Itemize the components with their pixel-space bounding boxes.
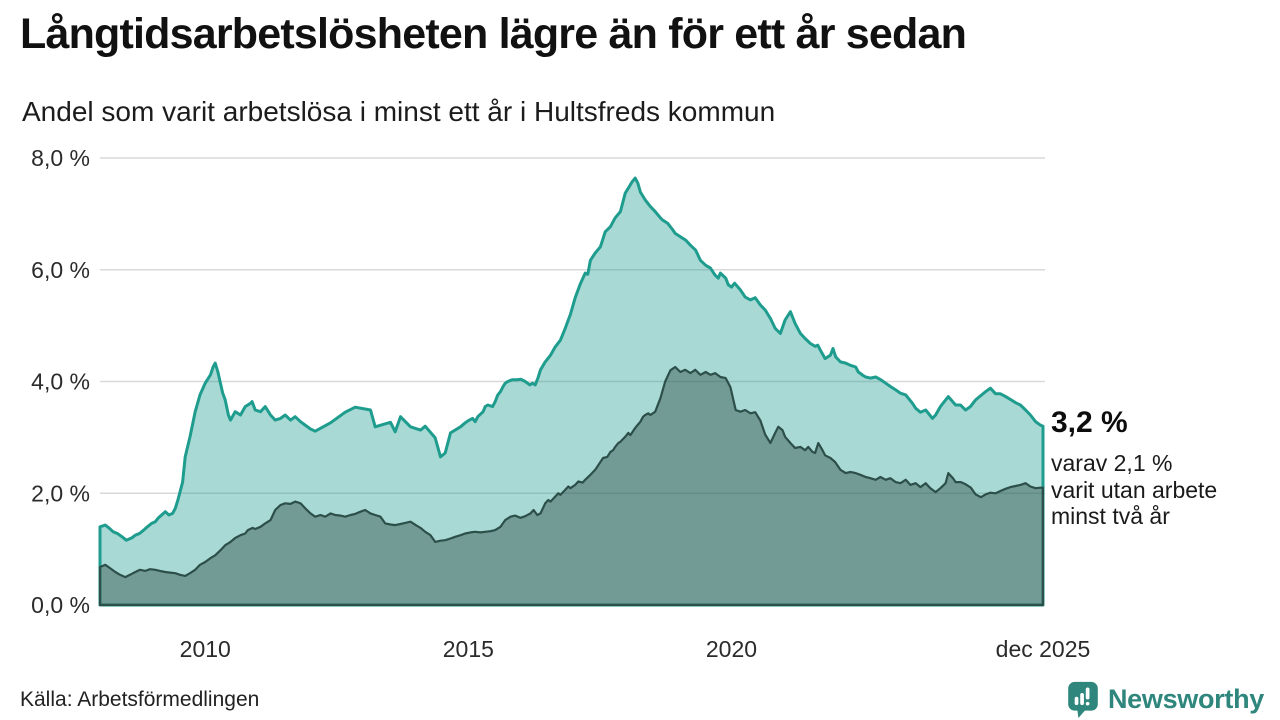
y-tick-label: 8,0 % [31, 145, 90, 171]
x-axis-labels: 2010 2015 2020 dec 2025 [180, 636, 1091, 662]
x-tick-label: 2010 [180, 636, 231, 662]
area-minst-ett-ar [98, 176, 1045, 607]
end-annotation-line: varit utan arbete [1051, 476, 1218, 503]
y-tick-label: 6,0 % [31, 257, 90, 283]
end-annotation-line: minst två år [1051, 503, 1170, 529]
y-tick-label: 0,0 % [31, 592, 90, 618]
newsworthy-icon [1068, 681, 1098, 718]
chart-subtitle: Andel som varit arbetslösa i minst ett å… [22, 96, 776, 127]
chart-title: Långtidsarbetslösheten lägre än för ett … [20, 10, 967, 58]
newsworthy-logo: Newsworthy [1067, 681, 1264, 718]
area-minst-tva-ar [98, 365, 1045, 607]
y-axis-labels: 0,0 % 2,0 % 4,0 % 6,0 % 8,0 % [31, 145, 90, 618]
end-value-label: 3,2 % [1051, 406, 1128, 439]
x-tick-label: 2015 [443, 636, 494, 662]
newsworthy-wordmark: Newsworthy [1107, 684, 1264, 714]
end-annotation: 3,2 % varav 2,1 % varit utan arbete mins… [1051, 406, 1271, 530]
x-tick-label: dec 2025 [996, 636, 1091, 662]
source-note: Källa: Arbetsförmedlingen [20, 688, 260, 711]
y-tick-label: 4,0 % [31, 369, 90, 395]
end-annotation-line: varav 2,1 % [1051, 450, 1173, 476]
gridlines [100, 157, 1045, 494]
x-tick-label: 2020 [706, 636, 757, 662]
y-tick-label: 2,0 % [31, 480, 90, 506]
